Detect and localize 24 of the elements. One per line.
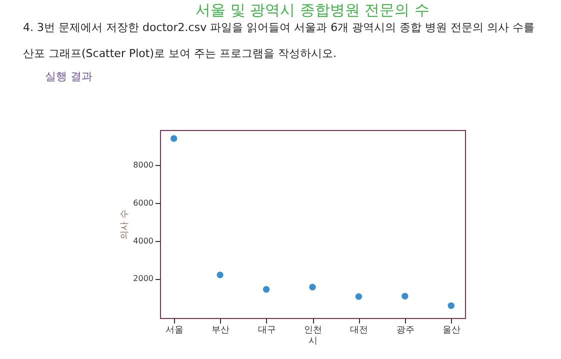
x-tick-label: 대구: [258, 326, 276, 336]
x-axis-title: 시: [308, 336, 318, 346]
text: 4. 3번 문제에서 저장한 doctor2.csv 파일을 읽어들여 서울과 6개 광역시의 종합 병원 전문의 의사 수를: [23, 21, 535, 34]
point: [309, 284, 316, 290]
point: [216, 272, 224, 278]
point: [355, 293, 362, 300]
x-tick-label: 광주: [396, 326, 414, 336]
y-tick-label: 6000: [133, 198, 154, 208]
x-tick-label: 대전: [350, 326, 368, 336]
text: 실행 결과: [45, 70, 92, 83]
point: [448, 302, 454, 310]
x-tick-label: 부산: [212, 326, 230, 336]
x-tick-label: 인천: [304, 326, 322, 336]
point: [262, 286, 270, 293]
y-tick-label: 8000: [133, 160, 154, 170]
y-axis-title: 의사 수: [120, 210, 130, 240]
text: 산포 그래프(Scatter Plot)로 보여 주는 프로그램을 작성하시오.: [23, 47, 336, 60]
x-tick-label: 서울: [165, 326, 184, 336]
point: [170, 135, 178, 142]
x-tick-label: 울산: [442, 326, 461, 336]
y-tick-label: 2000: [133, 274, 154, 284]
point: [402, 292, 408, 300]
y-tick-label: 4000: [133, 236, 154, 246]
chart-title: 서울 및 광역시 종합병원 전문의 수: [196, 1, 430, 19]
